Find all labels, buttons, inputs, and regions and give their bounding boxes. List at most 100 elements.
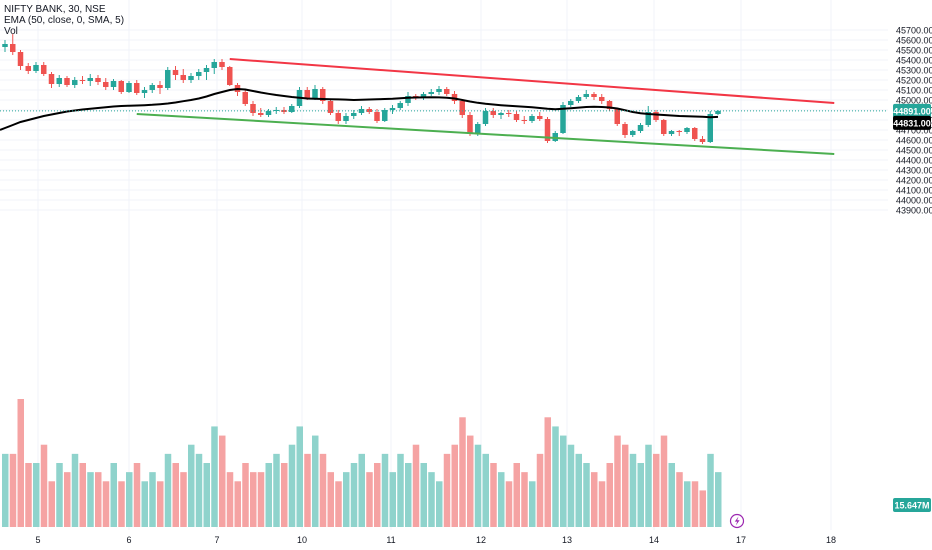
candle <box>699 136 706 144</box>
price-tick-label: 44500.00 <box>896 146 932 156</box>
candles <box>2 34 721 144</box>
candle-body <box>320 89 326 101</box>
volume-bar <box>405 463 412 527</box>
volume-bar <box>304 453 311 527</box>
volume-bar <box>118 481 125 527</box>
candle <box>351 110 357 119</box>
candle-body <box>126 83 132 92</box>
candle-body <box>149 85 155 90</box>
time-tick-label: 6 <box>126 535 131 545</box>
candle-body <box>289 106 295 112</box>
candle <box>568 99 574 107</box>
volume-bar <box>110 463 117 527</box>
volume-bar <box>575 453 582 527</box>
candle <box>312 85 318 100</box>
volume-bar <box>265 463 272 527</box>
candle <box>614 108 620 126</box>
last-price-badge <box>893 103 931 118</box>
time-axis[interactable]: 5 6 7 10 11 12 13 14 17 18 <box>35 535 836 545</box>
volume-bar <box>203 463 210 527</box>
volume-bar <box>350 463 358 527</box>
candle <box>72 77 78 88</box>
candle-body <box>304 90 310 98</box>
volume-bar <box>707 453 714 527</box>
volume-bar <box>412 444 420 527</box>
volume-bar <box>56 463 63 527</box>
candle <box>506 110 512 117</box>
candle <box>707 111 713 143</box>
volume-bar <box>645 444 652 527</box>
candle-body <box>103 82 109 87</box>
time-tick-label: 14 <box>649 535 659 545</box>
volume-bar <box>676 472 683 527</box>
volume-bar <box>490 463 497 527</box>
lower-channel-line[interactable] <box>136 113 835 155</box>
volume-bar <box>327 472 334 527</box>
candle-body <box>172 70 179 75</box>
candle-body <box>583 94 589 97</box>
symbol-title[interactable]: NIFTY BANK, 30, NSE <box>4 4 106 15</box>
ema-indicator-label[interactable]: EMA (50, close, 0, SMA, 5) <box>4 15 125 26</box>
volume-bar <box>459 417 466 527</box>
candle <box>180 69 186 83</box>
volume-bar <box>567 444 575 527</box>
candle-body <box>64 78 70 85</box>
candle-body <box>707 114 713 142</box>
candle <box>141 87 148 98</box>
price-tick-label: 45000.00 <box>896 96 932 106</box>
candle-body <box>568 101 574 105</box>
chart-grid <box>0 0 888 530</box>
price-badges: 44891.00 44831.00 15.647M <box>893 103 931 512</box>
volume-bar <box>226 472 234 527</box>
candle <box>420 92 427 100</box>
volume-bar <box>87 472 94 527</box>
volume-bar <box>451 444 458 527</box>
candle <box>48 72 55 88</box>
volume-bar <box>668 463 675 527</box>
candle <box>149 83 155 93</box>
price-tick-label: 44400.00 <box>896 156 932 166</box>
candle-body <box>219 62 225 67</box>
candle <box>482 108 489 126</box>
candle <box>630 130 636 137</box>
candle-body <box>490 111 496 115</box>
candle <box>537 112 543 121</box>
volume-bar <box>397 453 404 527</box>
candle-body <box>265 111 272 115</box>
candle <box>2 40 8 52</box>
candle-body <box>498 113 504 115</box>
candle-body <box>258 113 264 115</box>
candle-body <box>405 96 411 103</box>
candle <box>41 62 47 76</box>
candle <box>79 76 86 84</box>
candle-body <box>599 97 605 101</box>
volume-bar <box>234 481 241 527</box>
candle-body <box>420 94 427 98</box>
candle-body <box>374 112 380 121</box>
price-tick-label: 44100.00 <box>896 186 932 196</box>
candle-body <box>196 72 202 76</box>
candle <box>544 117 551 143</box>
candle-body <box>630 131 636 135</box>
candle <box>250 101 256 116</box>
candle <box>188 73 194 83</box>
candle <box>126 81 132 93</box>
candle-body <box>358 109 365 113</box>
upper-channel-line[interactable] <box>229 58 835 104</box>
volume-bar <box>428 472 435 527</box>
candle-body <box>684 128 690 132</box>
candle <box>196 69 202 80</box>
candle-body <box>715 110 721 114</box>
candle-body <box>544 119 551 141</box>
lightning-alert-icon[interactable] <box>729 513 745 529</box>
candle <box>661 119 667 136</box>
volume-bar <box>366 472 373 527</box>
volume-indicator-label[interactable]: Vol <box>4 26 18 37</box>
candle <box>692 127 698 141</box>
candle <box>645 106 651 127</box>
candle-body <box>575 97 582 101</box>
candle <box>33 62 39 73</box>
candle-body <box>110 81 117 87</box>
candle-body <box>560 105 566 133</box>
